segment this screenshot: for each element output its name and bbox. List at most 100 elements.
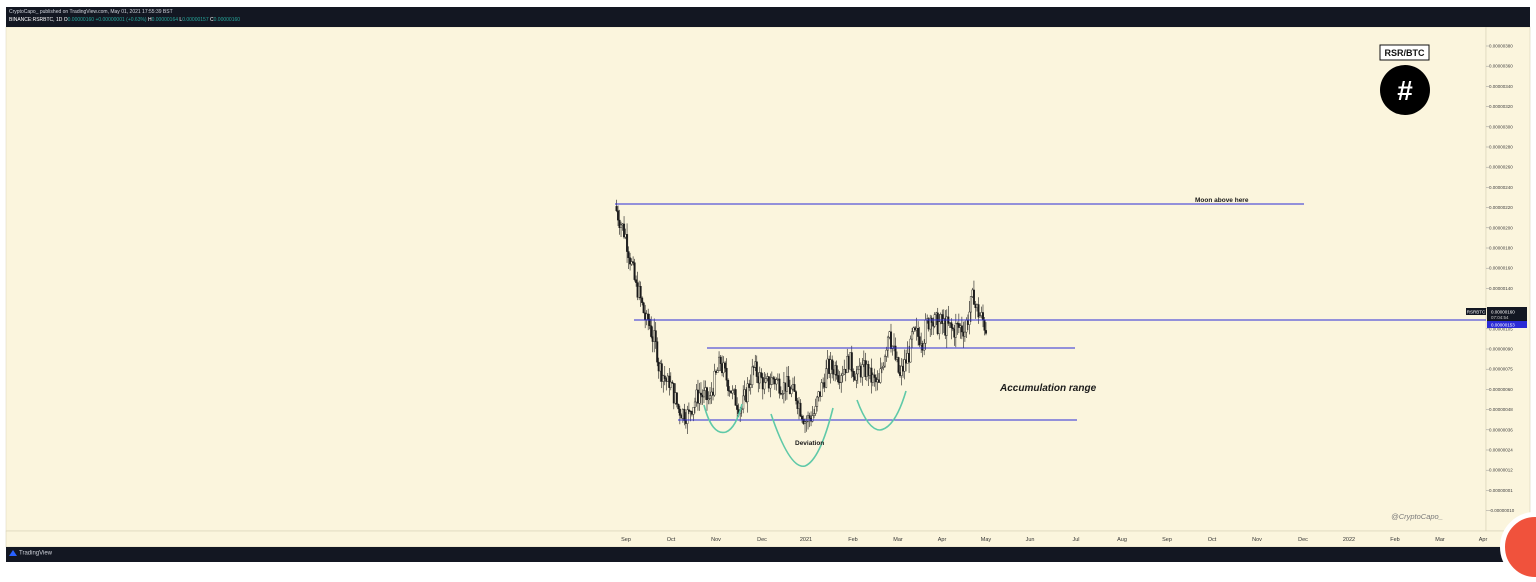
candle-body — [642, 302, 645, 314]
candle-body — [903, 359, 906, 372]
candle-body — [981, 312, 984, 321]
candle-body — [633, 262, 636, 280]
candle-body — [705, 387, 708, 401]
hash-glyph: # — [1397, 75, 1413, 106]
y-tick-label: 0.00000220 — [1489, 205, 1513, 210]
tradingview-logo[interactable]: TradingView — [9, 550, 52, 557]
y-tick-label: 0.00000160 — [1489, 266, 1513, 271]
candle-body — [648, 318, 651, 326]
candle-body — [879, 368, 882, 383]
x-tick-label: Sep — [621, 537, 631, 543]
candle-body — [885, 349, 888, 357]
candle-body — [977, 304, 980, 318]
candle-body — [911, 331, 914, 340]
symbol-label: BINANCE:RSRBTC, 1D — [9, 17, 63, 23]
candle-body — [760, 372, 763, 378]
y-tick-label: 0.00000012 — [1489, 468, 1513, 473]
candle-body — [671, 381, 674, 384]
y-tick-label: 0.00000075 — [1489, 367, 1513, 372]
line-price-tag[interactable] — [1487, 321, 1527, 328]
candle-body — [632, 261, 635, 263]
curve-left — [703, 403, 743, 434]
candle-body — [957, 323, 960, 328]
candle-body — [873, 374, 876, 378]
candle-body — [763, 382, 766, 390]
x-tick-label: Jun — [1026, 537, 1035, 543]
candle-body — [801, 415, 804, 420]
x-tick-label: Feb — [848, 537, 857, 543]
candle-body — [856, 369, 859, 375]
header-bar: CryptoCapo_ published on TradingView.com… — [6, 7, 1530, 27]
candle-body — [770, 377, 773, 385]
y-tick-label: 0.00000001 — [1489, 488, 1513, 493]
candle-body — [805, 421, 808, 423]
candle-body — [654, 330, 657, 342]
candle-body — [617, 210, 620, 221]
candle-body — [968, 311, 971, 325]
x-tick-label: Oct — [667, 537, 676, 543]
y-tick-label: 0.00000048 — [1489, 407, 1513, 412]
y-tick-label: 0.00000340 — [1489, 84, 1513, 89]
close-value: 0.00000160 — [213, 17, 241, 23]
candle-body — [772, 377, 775, 380]
candle-body — [767, 376, 770, 389]
candle-body — [746, 383, 749, 402]
y-tick-label: 0.00000300 — [1489, 124, 1513, 129]
candle-body — [758, 372, 761, 384]
open-value: 0.00000160 — [67, 17, 95, 23]
horizontal-levels[interactable] — [615, 203, 1486, 421]
price-tag-countdown: 07:04:54 — [1491, 315, 1509, 320]
high-value: 0.00000164 — [151, 17, 179, 23]
candle-body — [769, 384, 772, 389]
candle-body — [702, 390, 705, 398]
candle-body — [749, 384, 752, 388]
badge-pair-label: RSR/BTC — [1385, 48, 1425, 58]
candle-body — [969, 296, 972, 313]
y-tick-label: 0.00000380 — [1489, 44, 1513, 49]
candle-body — [811, 415, 814, 422]
hash-icon — [1380, 65, 1430, 115]
candle-body — [814, 406, 817, 414]
candle-body — [945, 316, 948, 336]
x-tick-label: Sep — [1162, 537, 1172, 543]
candle-body — [716, 370, 719, 373]
x-tick-label: Dec — [1298, 537, 1308, 543]
candle-body — [725, 367, 728, 381]
y-tick-label: 0.00000024 — [1489, 448, 1513, 453]
candle-body — [820, 382, 823, 397]
candle-body — [929, 317, 932, 330]
candle-body — [794, 391, 797, 401]
candle-body — [731, 390, 734, 394]
candle-body — [764, 378, 767, 383]
price-tag[interactable] — [1487, 307, 1527, 321]
candle-body — [954, 323, 957, 338]
candle-body — [727, 380, 730, 391]
candle-body — [816, 396, 819, 407]
candle-body — [669, 381, 672, 388]
footer-bar: TradingView — [6, 547, 1530, 562]
y-tick-label: 0.00000360 — [1489, 64, 1513, 69]
close-label: C — [210, 17, 214, 23]
annotation-deviation: Deviation — [795, 440, 824, 447]
x-tick-label: Oct — [1208, 537, 1217, 543]
annotation-moon: Moon above here — [1195, 197, 1249, 204]
candle-body — [960, 325, 963, 333]
tradingview-icon — [9, 550, 17, 556]
price-axis[interactable] — [1485, 26, 1531, 532]
candle-body — [894, 345, 897, 360]
open-label: O — [63, 17, 68, 23]
candle-body — [629, 257, 632, 265]
candle-body — [799, 402, 802, 417]
y-tick-label: 0.00000105 — [1489, 326, 1513, 331]
candle-body — [678, 408, 681, 416]
candle-body — [841, 373, 844, 376]
candle-body — [650, 325, 653, 337]
y-tick-label: 0.00000240 — [1489, 185, 1513, 190]
curve-right — [856, 390, 907, 431]
watermark: @CryptoCapo_ — [1391, 512, 1443, 521]
candle-body — [850, 352, 853, 372]
y-tick-label: 0.00000180 — [1489, 246, 1513, 251]
x-tick-label: Jul — [1072, 537, 1079, 543]
x-tick-label: Apr — [1479, 537, 1488, 543]
